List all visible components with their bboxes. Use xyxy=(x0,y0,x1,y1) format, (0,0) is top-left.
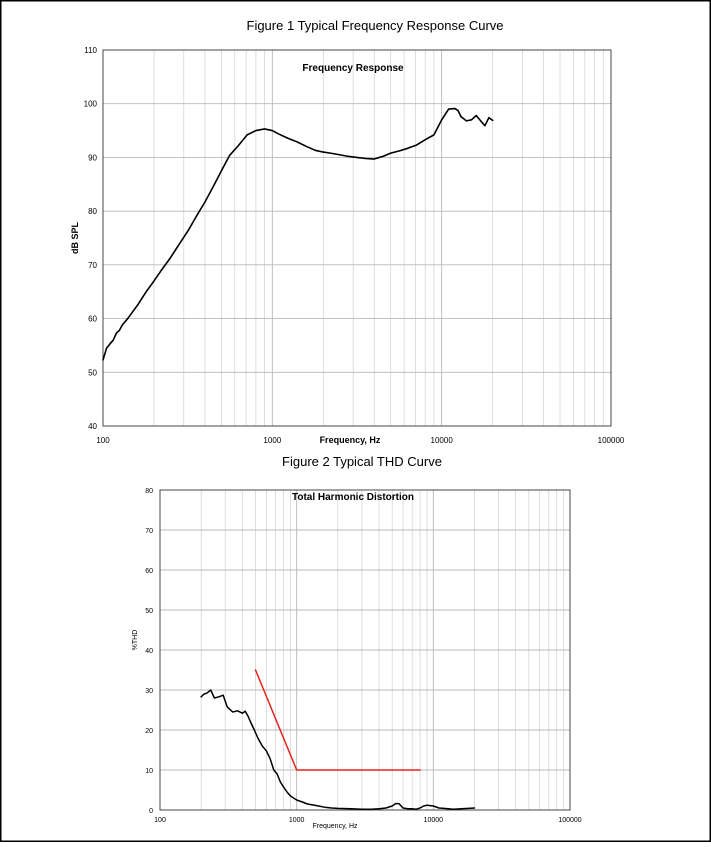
series-line-1 xyxy=(102,107,494,361)
y-tick-label: 70 xyxy=(88,261,97,270)
series-line-1 xyxy=(200,689,476,810)
y-tick-label: 110 xyxy=(84,46,97,55)
y-tick-label: 60 xyxy=(145,568,153,575)
x-tick-label: 1000 xyxy=(289,817,305,824)
frequency-response-ticks: 100 1000 10000 100000 40 50 60 70 80 90 100 110 xyxy=(84,46,625,445)
y-tick-label: 70 xyxy=(145,528,153,535)
y-tick-label: 10 xyxy=(145,768,153,775)
thd-x-label: Frequency, Hz xyxy=(313,823,358,830)
x-tick-label: 100 xyxy=(154,817,166,824)
y-tick-label: 90 xyxy=(88,153,97,162)
x-tick-label: 10000 xyxy=(424,817,444,824)
x-tick-label: 1000 xyxy=(263,436,281,445)
y-tick-label: 0 xyxy=(149,808,153,815)
thd-ticks: 100 1000 10000 100000 0 10 20 30 40 50 60 70 80 xyxy=(145,488,582,824)
y-tick-label: 50 xyxy=(145,608,153,615)
x-tick-label: 100000 xyxy=(558,817,581,824)
y-tick-label: 50 xyxy=(88,368,97,377)
thd-plot-title: Total Harmonic Distortion xyxy=(292,492,414,503)
y-tick-label: 80 xyxy=(88,207,97,216)
figure1-title: Figure 1 Typical Frequency Response Curv… xyxy=(247,18,504,33)
frequency-response-lines xyxy=(102,107,494,361)
figure2-title: Figure 2 Typical THD Curve xyxy=(282,454,442,469)
frequency-response-plot-title: Frequency Response xyxy=(302,63,404,74)
frequency-response-plot-border xyxy=(102,49,612,427)
x-tick-label: 10000 xyxy=(431,436,454,445)
x-tick-label: 100000 xyxy=(598,436,625,445)
y-tick-label: 20 xyxy=(145,728,153,735)
thd-lines xyxy=(200,669,476,810)
y-tick-label: 100 xyxy=(84,100,98,109)
y-tick-label: 40 xyxy=(145,648,153,655)
frequency-response-grid xyxy=(103,50,611,426)
thd-plot-border xyxy=(159,489,571,811)
y-tick-label: 30 xyxy=(145,688,153,695)
y-tick-label: 40 xyxy=(88,422,97,431)
frequency-response-x-label: Frequency, Hz xyxy=(320,435,381,445)
frequency-response-y-label: dB SPL xyxy=(70,222,80,255)
x-tick-label: 100 xyxy=(96,436,110,445)
thd-grid xyxy=(160,490,570,810)
y-tick-label: 80 xyxy=(145,488,153,495)
series-line-2 xyxy=(254,669,421,771)
thd-y-label: %THD xyxy=(132,630,139,651)
y-tick-label: 60 xyxy=(88,315,97,324)
